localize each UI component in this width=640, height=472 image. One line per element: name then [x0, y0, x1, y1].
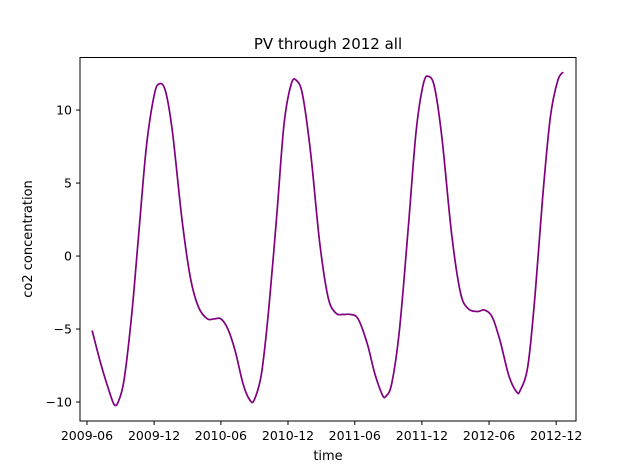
y-axis: −10 −5 0 5 10: [46, 103, 80, 410]
series-layer: [91, 71, 564, 407]
y-tick-label: −5: [54, 322, 72, 337]
y-axis-label: co2 concentration: [21, 180, 36, 298]
x-axis-label: time: [313, 449, 342, 464]
y-tick-label: 10: [56, 103, 72, 118]
x-tick-label: 2012-06: [463, 428, 515, 443]
x-tick-label: 2010-12: [262, 428, 314, 443]
y-tick-label: 5: [64, 176, 72, 191]
x-tick-label: 2009-12: [128, 428, 180, 443]
x-tick-label: 2010-06: [195, 428, 247, 443]
series-line: [91, 71, 564, 407]
x-axis: 2009-06 2009-12 2010-06 2010-12 2011-06 2011-…: [61, 421, 582, 443]
x-tick-label: 2009-06: [61, 428, 113, 443]
plot-area-frame: [79, 57, 577, 422]
x-tick-label: 2012-12: [530, 428, 582, 443]
y-tick-label: −10: [46, 395, 72, 410]
chart-title: PV through 2012 all: [254, 35, 402, 53]
x-tick-label: 2011-12: [396, 428, 448, 443]
x-tick-label: 2011-06: [329, 428, 381, 443]
y-tick-label: 0: [64, 249, 72, 264]
